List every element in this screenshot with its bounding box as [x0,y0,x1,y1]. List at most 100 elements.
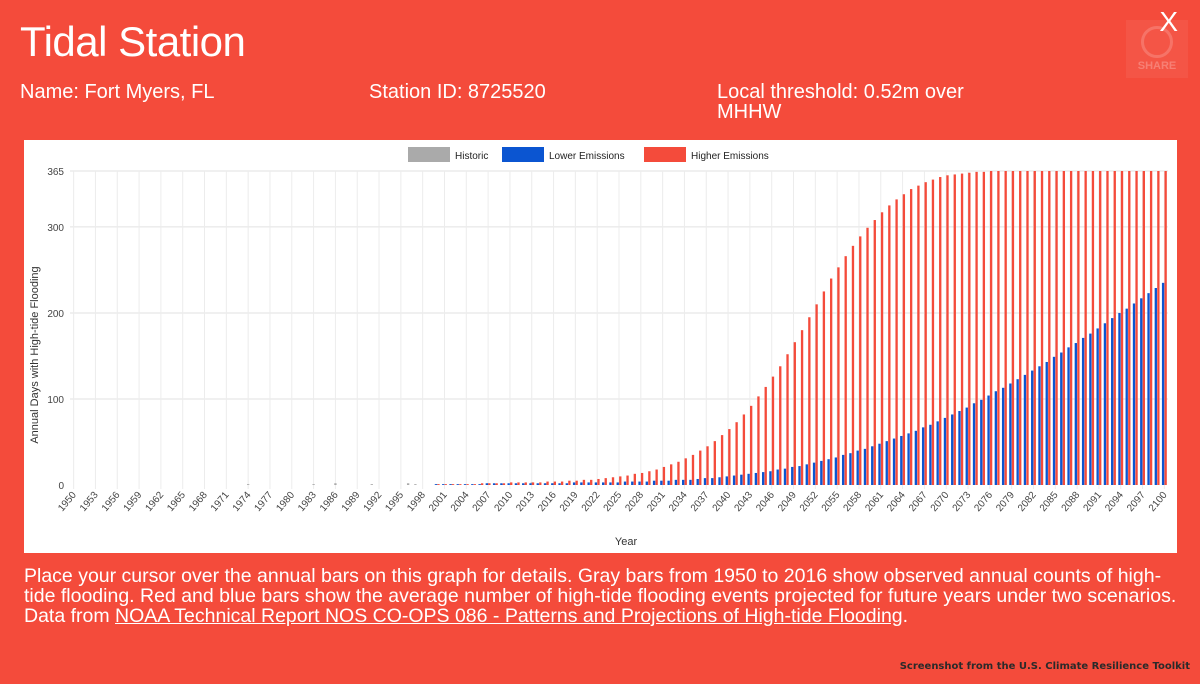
lower-emissions-bar-2048[interactable] [783,468,787,485]
higher-emissions-bar-2007[interactable] [488,483,491,485]
lower-emissions-bar-2070[interactable] [943,417,947,485]
lower-emissions-bar-2016[interactable] [551,483,554,485]
historic-bar-2012[interactable] [523,484,526,485]
lower-emissions-bar-2039[interactable] [718,477,721,485]
higher-emissions-bar-2080[interactable] [1019,171,1022,485]
lower-emissions-bar-2055[interactable] [834,457,838,485]
lower-emissions-bar-2067[interactable] [921,427,925,485]
lower-emissions-bar-2068[interactable] [929,424,932,485]
higher-emissions-bar-2062[interactable] [888,205,891,485]
higher-emissions-bar-2039[interactable] [720,435,724,485]
lower-emissions-bar-2095[interactable] [1125,308,1128,485]
higher-emissions-bar-2022[interactable] [597,478,600,485]
historic-bar-1997[interactable] [414,484,417,485]
lower-emissions-bar-2009[interactable] [500,483,503,485]
lower-emissions-bar-2030[interactable] [652,480,656,485]
lower-emissions-bar-2046[interactable] [769,471,772,485]
lower-emissions-bar-2037[interactable] [703,478,707,485]
lower-emissions-bar-2089[interactable] [1081,337,1085,485]
legend-item-historic[interactable]: Historic [408,147,488,162]
higher-emissions-bar-2088[interactable] [1077,171,1080,485]
lower-emissions-bar-2031[interactable] [660,480,663,485]
historic-bar-2000[interactable] [436,484,439,485]
higher-emissions-bar-2069[interactable] [939,177,942,485]
higher-emissions-bar-2027[interactable] [633,473,636,485]
lower-emissions-bar-2071[interactable] [951,414,954,485]
higher-emissions-bar-2064[interactable] [902,194,906,486]
lower-emissions-bar-2047[interactable] [776,469,779,485]
higher-emissions-bar-2098[interactable] [1149,171,1153,485]
lower-emissions-bar-2015[interactable] [543,483,547,485]
lower-emissions-bar-2056[interactable] [841,454,845,485]
higher-emissions-bar-2100[interactable] [1164,171,1167,485]
lower-emissions-bar-2060[interactable] [871,446,874,485]
lower-emissions-bar-2075[interactable] [980,399,983,485]
higher-emissions-bar-2047[interactable] [779,366,782,485]
higher-emissions-bar-2020[interactable] [582,479,586,485]
higher-emissions-bar-2023[interactable] [604,478,607,485]
higher-emissions-bar-2004[interactable] [466,484,469,485]
lower-emissions-bar-2040[interactable] [725,476,728,485]
close-button[interactable]: X [1159,6,1178,37]
higher-emissions-bar-2038[interactable] [713,441,716,485]
noaa-report-link[interactable]: NOAA Technical Report NOS CO-OPS 086 - P… [115,605,903,627]
higher-emissions-bar-2040[interactable] [728,429,731,485]
lower-emissions-bar-2014[interactable] [536,483,539,485]
higher-emissions-bar-2061[interactable] [880,212,884,485]
higher-emissions-bar-2077[interactable] [997,171,1000,485]
lower-emissions-bar-2036[interactable] [696,478,699,485]
higher-emissions-bar-2018[interactable] [568,480,571,485]
higher-emissions-bar-2011[interactable] [517,482,520,485]
lower-emissions-bar-2007[interactable] [485,483,488,485]
higher-emissions-bar-2099[interactable] [1157,171,1160,485]
lower-emissions-bar-2018[interactable] [565,483,568,485]
lower-emissions-bar-2079[interactable] [1009,383,1012,485]
higher-emissions-bar-2076[interactable] [989,171,993,485]
lower-emissions-bar-2093[interactable] [1111,318,1114,485]
historic-bar-1986[interactable] [334,483,337,485]
lower-emissions-bar-2042[interactable] [740,474,743,485]
lower-emissions-bar-2019[interactable] [572,482,576,485]
higher-emissions-bar-2059[interactable] [866,227,869,485]
higher-emissions-bar-2019[interactable] [575,480,578,485]
lower-emissions-bar-2097[interactable] [1140,298,1143,485]
higher-emissions-bar-2046[interactable] [771,376,775,485]
lower-emissions-bar-2069[interactable] [936,421,939,485]
lower-emissions-bar-2059[interactable] [863,448,867,485]
historic-bar-1974[interactable] [246,484,250,485]
lower-emissions-bar-2057[interactable] [849,453,852,485]
higher-emissions-bar-2021[interactable] [590,479,593,485]
lower-emissions-bar-2092[interactable] [1103,323,1107,485]
higher-emissions-bar-2051[interactable] [808,317,811,485]
higher-emissions-bar-2057[interactable] [851,245,855,485]
higher-emissions-bar-2000[interactable] [437,484,440,485]
lower-emissions-bar-2004[interactable] [463,484,467,485]
higher-emissions-bar-2009[interactable] [502,483,506,485]
higher-emissions-bar-2095[interactable] [1128,171,1131,485]
lower-emissions-bar-2002[interactable] [449,484,452,485]
historic-bar-1996[interactable] [406,483,410,485]
lower-emissions-bar-2026[interactable] [623,481,627,485]
higher-emissions-bar-2090[interactable] [1091,171,1095,485]
lower-emissions-bar-2027[interactable] [631,481,634,485]
higher-emissions-bar-2075[interactable] [982,171,986,486]
lower-emissions-bar-2001[interactable] [442,484,445,485]
higher-emissions-bar-2033[interactable] [677,461,680,485]
higher-emissions-bar-2030[interactable] [655,469,658,485]
higher-emissions-bar-2058[interactable] [859,236,862,485]
higher-emissions-bar-2050[interactable] [800,330,804,485]
historic-bar-2009[interactable] [501,484,504,485]
higher-emissions-bar-2074[interactable] [975,171,978,486]
lower-emissions-bar-2021[interactable] [587,482,590,485]
lower-emissions-bar-2043[interactable] [747,473,750,485]
higher-emissions-bar-2048[interactable] [786,354,789,485]
lower-emissions-bar-2035[interactable] [689,479,692,485]
legend-item-lower-emissions[interactable]: Lower Emissions [502,147,625,162]
higher-emissions-bar-2041[interactable] [735,422,738,485]
historic-bar-2008[interactable] [494,484,497,485]
higher-emissions-bar-2056[interactable] [844,256,847,485]
higher-emissions-bar-2042[interactable] [742,414,746,485]
higher-emissions-bar-2035[interactable] [691,454,695,485]
lower-emissions-bar-2083[interactable] [1038,366,1041,485]
higher-emissions-bar-2052[interactable] [815,304,818,485]
